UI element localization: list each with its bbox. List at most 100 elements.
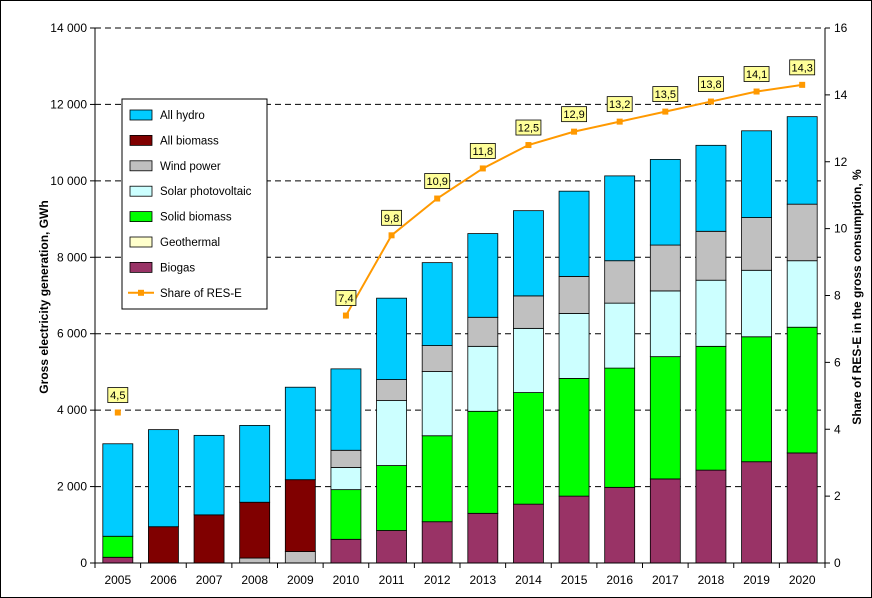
bar-segment-wind-power — [239, 557, 271, 564]
legend-label: Geothermal — [160, 237, 220, 249]
share-point-marker — [571, 128, 578, 135]
share-data-label: 13,8 — [700, 79, 721, 91]
share-data-label: 9,8 — [384, 213, 399, 225]
bar-segment-solar-photovoltaic — [695, 279, 727, 347]
bar-series — [102, 116, 818, 564]
legend-swatch — [129, 236, 153, 248]
share-data-label: 13,5 — [655, 89, 676, 101]
bar-segment-wind-power — [467, 316, 499, 347]
bar-segment-biogas — [604, 486, 636, 564]
share-data-label: 13,2 — [609, 99, 630, 111]
share-data-label: 12,9 — [563, 109, 584, 121]
x-tick-label: 2010 — [333, 573, 360, 587]
legend-label: Biogas — [160, 262, 195, 274]
bar-segment-all-hydro — [604, 175, 636, 262]
bar-segment-wind-power — [284, 551, 316, 564]
y2-tick-label: 14 — [834, 88, 848, 102]
bar-segment-all-biomass — [148, 526, 179, 564]
share-label-box — [469, 143, 496, 159]
y2-tick-label: 6 — [834, 355, 841, 369]
share-point-marker — [707, 98, 714, 105]
bar-segment-all-hydro — [741, 130, 772, 218]
bar-segment-solid-biomass — [421, 435, 453, 523]
y2-tick-label: 4 — [834, 422, 841, 436]
legend-box — [121, 98, 268, 310]
share-data-labels: 4,5 7,4 9,8 10,9 11,8 12,5 12,9 13,2 13,5 13,8 14,… — [107, 59, 816, 403]
bar-segment-solar-photovoltaic — [421, 371, 453, 437]
x-tick-label: 2020 — [789, 573, 816, 587]
bar-segment-biogas — [741, 461, 772, 564]
legend-line-marker — [138, 289, 144, 296]
x-tick-label: 2011 — [379, 573, 405, 587]
legend-swatch — [129, 134, 153, 146]
bar-segment-solid-biomass — [376, 465, 407, 531]
legend-label: Share of RES-E — [160, 288, 242, 300]
bar-segment-biogas — [102, 556, 134, 564]
bar-segment-solar-photovoltaic — [604, 302, 636, 369]
y2-tick-label: 2 — [834, 489, 841, 503]
bar-segment-all-biomass — [239, 501, 271, 559]
y-tick-label: 2 000 — [57, 480, 87, 494]
bar-segment-all-hydro — [148, 429, 179, 528]
bar-segment-all-hydro — [330, 368, 362, 451]
share-point-marker — [525, 142, 532, 149]
bar-segment-solid-biomass — [558, 378, 590, 497]
share-label-box — [561, 106, 587, 123]
legend-swatch — [129, 261, 153, 273]
share-label-box — [698, 76, 724, 92]
y-tick-label: 6 000 — [57, 327, 87, 341]
bar-segment-biogas — [558, 495, 590, 564]
y2-axis-title: Share of RES-E in the gross consumption,… — [850, 169, 864, 425]
bar-segment-all-hydro — [284, 386, 316, 481]
y-tick-label: 8 000 — [57, 250, 87, 264]
bar-segment-wind-power — [695, 230, 727, 281]
share-line-series — [114, 81, 806, 416]
bar-segment-solid-biomass — [604, 367, 636, 488]
legend-swatch — [129, 160, 153, 172]
bar-segment-solid-biomass — [330, 489, 362, 540]
x-tick-label: 2017 — [652, 573, 679, 587]
bar-segment-biogas — [376, 530, 407, 564]
bar-segment-solid-biomass — [102, 535, 134, 558]
share-label-box — [652, 86, 679, 102]
share-label-box — [107, 387, 129, 403]
share-data-label: 7,4 — [338, 293, 353, 305]
x-tick-label: 2008 — [241, 573, 268, 587]
y2-tick-label: 10 — [834, 222, 848, 236]
share-point-marker — [388, 232, 395, 239]
share-label-box — [335, 290, 357, 306]
bar-segment-all-hydro — [102, 443, 134, 537]
share-data-label: 12,5 — [518, 123, 539, 135]
x-tick-label: 2015 — [561, 573, 588, 587]
bar-segment-biogas — [695, 469, 727, 564]
bar-segment-solar-photovoltaic — [558, 313, 590, 379]
share-data-label: 10,9 — [426, 176, 447, 188]
x-tick-label: 2013 — [469, 573, 496, 587]
bar-segment-wind-power — [513, 295, 544, 329]
bar-segment-wind-power — [604, 260, 636, 304]
share-point-marker — [434, 195, 441, 202]
bar-segment-biogas — [649, 478, 681, 564]
share-point-marker — [616, 118, 623, 125]
bar-segment-all-hydro — [513, 210, 544, 297]
bar-segment-wind-power — [330, 449, 362, 468]
y-axis-title: Gross electricity generation, GWh — [37, 200, 51, 393]
y-tick-label: 10 000 — [50, 174, 87, 188]
x-tick-label: 2007 — [196, 573, 223, 587]
legend-label: Solid biomass — [160, 212, 232, 224]
share-point-marker — [799, 81, 806, 88]
bar-segment-solid-biomass — [513, 392, 544, 505]
share-label-box — [789, 59, 816, 76]
bar-segment-solar-photovoltaic — [467, 345, 499, 412]
share-point-marker — [753, 88, 760, 95]
bar-segment-all-hydro — [193, 434, 225, 516]
y-tick-label: 4 000 — [57, 403, 87, 417]
bar-segment-solar-photovoltaic — [376, 400, 407, 466]
share-point-marker — [342, 312, 349, 319]
bar-segment-biogas — [786, 452, 818, 564]
bar-segment-wind-power — [649, 244, 681, 292]
bar-segment-solar-photovoltaic — [786, 260, 818, 328]
bar-segment-all-hydro — [695, 144, 727, 232]
bar-segment-all-hydro — [376, 297, 407, 380]
